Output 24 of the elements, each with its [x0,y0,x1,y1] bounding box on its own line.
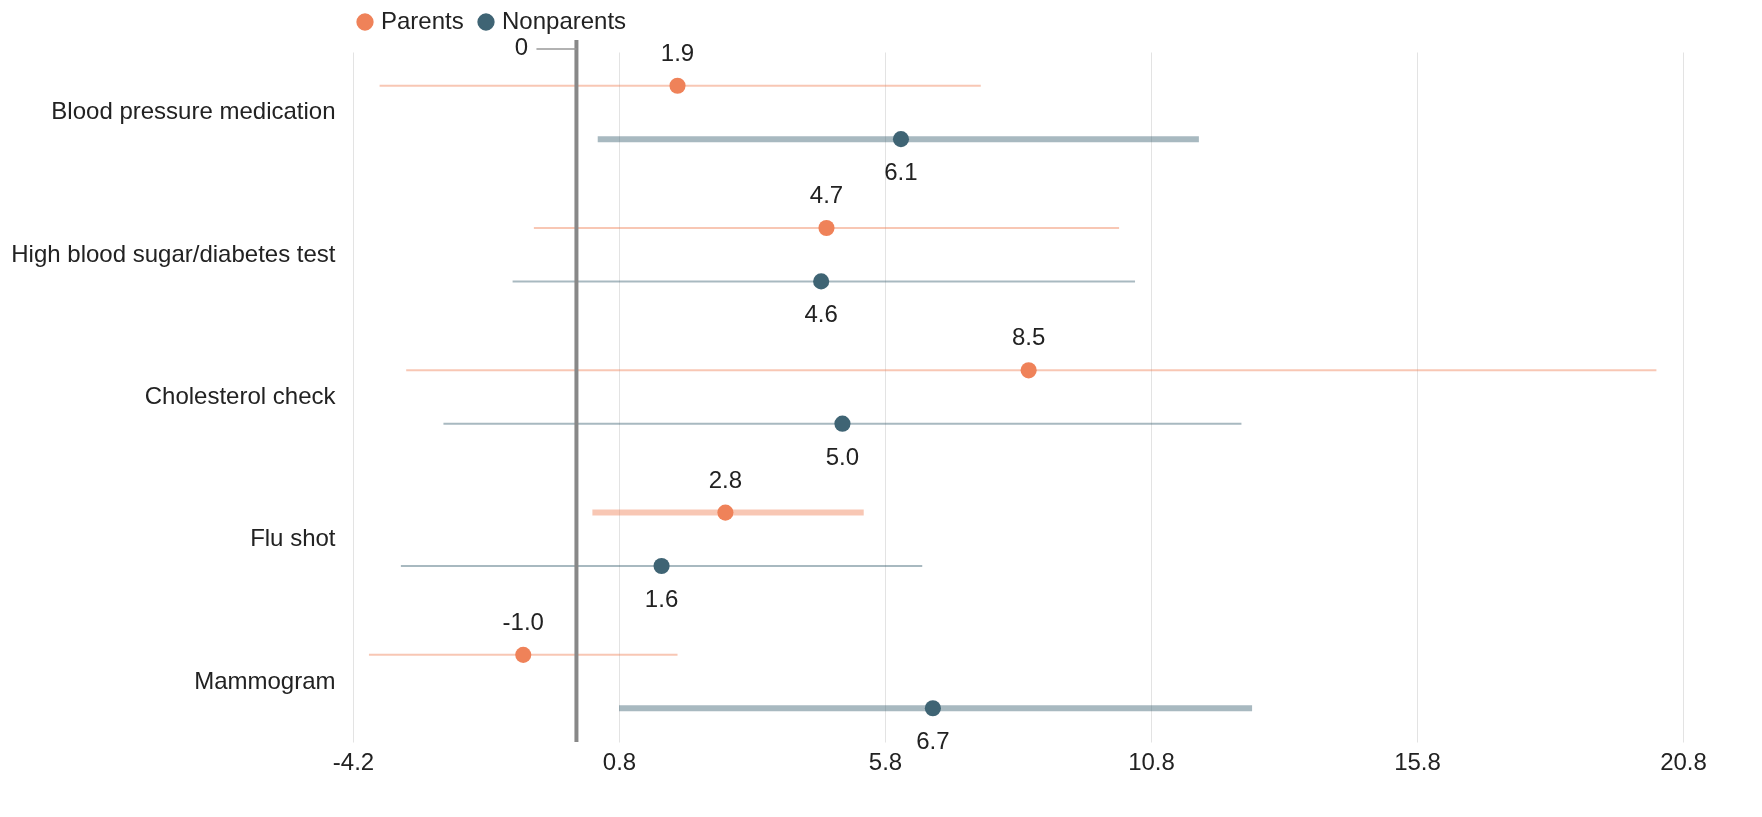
data-label: 1.9 [660,38,695,66]
x-tick-label: -4.2 [332,747,375,775]
y-tick-label: Flu shot [250,524,336,552]
x-tick-label: 15.8 [1394,747,1441,775]
x-tick-label: 5.8 [868,747,903,775]
data-label: 5.0 [825,442,860,470]
data-label: 8.5 [1011,323,1046,351]
x-tick-label: 10.8 [1128,747,1175,775]
data-label: 2.8 [708,465,743,493]
y-tick-label: Blood pressure medication [51,97,336,125]
x-tick-label: 0.8 [602,747,637,775]
legend-label: Parents [381,7,464,34]
data-label: 6.1 [884,158,918,186]
data-label: 1.6 [644,584,679,612]
y-tick-label: High blood sugar/diabetes test [11,239,336,267]
data-label: 4.6 [804,300,838,328]
data-label: 6.7 [916,727,950,755]
y-tick-label: Cholesterol check [144,382,337,409]
legend-label: Nonparents [502,7,627,34]
y-tick-label: Mammogram [194,666,336,694]
data-label: -1.0 [502,607,544,635]
data-label: 4.7 [809,181,844,209]
x-tick-label: 20.8 [1660,747,1707,775]
ref-line-label: 0 [514,33,529,60]
